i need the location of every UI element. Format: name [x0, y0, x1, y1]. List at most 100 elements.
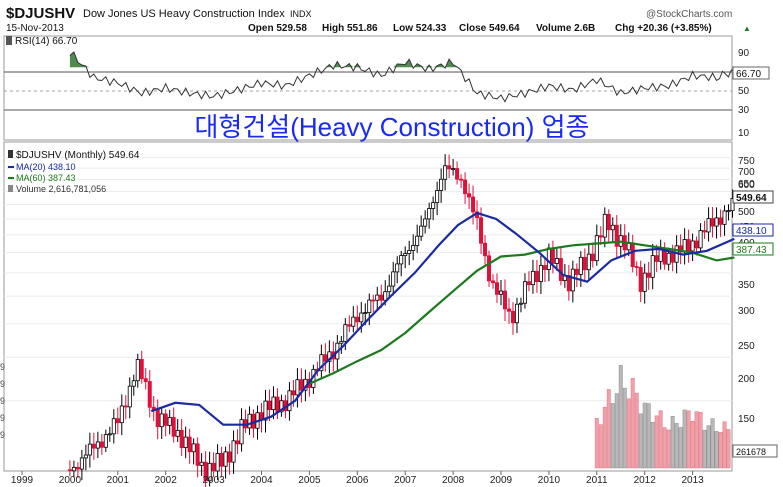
price-bar — [179, 429, 184, 448]
volume-bar — [606, 389, 611, 469]
volume-bar — [702, 429, 707, 469]
left-tick-fragment-1: 9 — [0, 362, 5, 372]
price-bar — [467, 193, 472, 198]
price-bar — [443, 165, 448, 180]
volume-bar — [670, 415, 675, 469]
price-bar — [546, 247, 551, 270]
price-bar — [147, 381, 152, 408]
price-bar — [227, 451, 232, 463]
last-ma60-box — [732, 242, 774, 256]
rsi-panel: RSI(14) 66.70 90 50 30 10 66.70 — [3, 35, 770, 141]
volume-bar — [626, 398, 631, 469]
price-bar — [498, 290, 503, 295]
volume-bar — [694, 411, 699, 469]
volume-bar — [594, 417, 599, 469]
ma60-legend: MA(60) 387.43 — [16, 173, 76, 183]
volume-bar — [682, 409, 687, 469]
price-bar — [714, 217, 719, 227]
symbol-title: $DJUSHV — [6, 5, 75, 22]
left-tick-fragment-5: 9 — [0, 430, 5, 440]
price-tick-300: 300 — [738, 306, 755, 317]
x-label-2001: 2001 — [107, 475, 130, 486]
price-bar — [574, 268, 579, 275]
ma60-line — [308, 240, 735, 385]
price-bar — [143, 378, 148, 382]
price-bar — [275, 396, 280, 413]
price-bar — [91, 443, 96, 449]
price-bar — [295, 379, 300, 396]
rsi-line — [69, 51, 735, 103]
volume-bar — [598, 424, 603, 469]
price-bar — [131, 380, 136, 387]
price-bar — [287, 390, 292, 412]
price-bar — [690, 240, 695, 252]
price-bar — [339, 341, 344, 344]
volume-bar — [614, 393, 619, 469]
volume-bar — [666, 429, 671, 469]
price-bar — [706, 218, 711, 233]
rsi-legend: RSI(14) 66.70 — [15, 36, 78, 47]
price-bar — [351, 316, 356, 327]
price-bar — [111, 418, 116, 435]
index-name: Dow Jones US Heavy Construction Index — [83, 8, 285, 20]
last-volume-value: 261678 — [736, 447, 766, 457]
x-label-1999: 1999 — [11, 475, 34, 486]
x-label-2008: 2008 — [442, 475, 465, 486]
price-bar — [463, 179, 468, 195]
price-bar — [682, 239, 687, 253]
price-bar — [75, 467, 80, 470]
price-bar — [67, 469, 72, 472]
price-bar — [487, 255, 492, 282]
exchange-label: INDX — [290, 9, 312, 19]
price-bar — [219, 453, 224, 467]
price-bar — [698, 230, 703, 249]
x-label-2004: 2004 — [250, 475, 273, 486]
volume-bar — [654, 415, 659, 469]
price-bar — [439, 178, 444, 191]
price-bar — [510, 310, 515, 324]
volume-bar — [634, 392, 639, 469]
volume-bar — [706, 425, 711, 469]
x-label-2011: 2011 — [586, 475, 608, 486]
price-bar — [175, 429, 180, 437]
price-bar — [235, 440, 240, 445]
volume-bar — [658, 410, 663, 469]
price-bar — [502, 290, 507, 310]
price-bar — [359, 312, 364, 323]
price-bar — [95, 441, 100, 449]
price-bar — [99, 441, 104, 448]
price-bar — [542, 265, 547, 270]
volume-bar — [650, 421, 655, 469]
price-bar — [203, 461, 208, 482]
price-bar — [558, 258, 563, 281]
volume-bar — [690, 421, 695, 469]
price-bar — [211, 462, 216, 472]
price-bar — [127, 385, 132, 408]
price-bar — [135, 359, 140, 382]
price-bar — [403, 253, 408, 256]
price-bar — [518, 302, 523, 305]
change-up-icon: ▲ — [743, 24, 751, 33]
price-bar — [263, 400, 268, 421]
volume-bar — [618, 365, 623, 469]
volume-value: Volume 2.6B — [536, 23, 595, 34]
price-legend: $DJUSHV (Monthly) 549.64 — [16, 150, 140, 161]
date-label: 15-Nov-2013 — [6, 23, 64, 34]
price-bar — [271, 396, 276, 411]
price-bar — [239, 419, 244, 445]
ma20-line — [150, 211, 735, 426]
price-bar — [279, 400, 284, 413]
price-bar — [395, 263, 400, 273]
price-bar — [538, 265, 543, 283]
x-label-2007: 2007 — [394, 475, 417, 486]
price-tick-150: 150 — [738, 414, 755, 425]
price-bar — [570, 268, 575, 292]
price-bar — [231, 440, 236, 463]
rsi-legend-swatch — [6, 36, 12, 45]
price-bar — [598, 235, 603, 238]
last-ma60-value: 387.43 — [736, 245, 767, 256]
price-bar — [103, 434, 108, 448]
price-bar — [514, 303, 519, 324]
volume-bar — [698, 412, 703, 469]
price-bar — [654, 255, 659, 262]
